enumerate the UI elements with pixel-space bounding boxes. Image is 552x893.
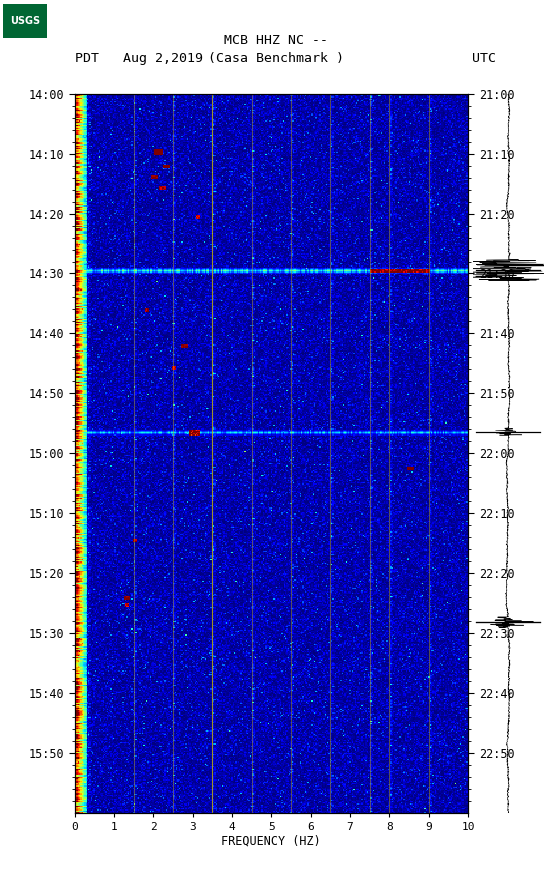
Text: USGS: USGS [10,15,40,26]
X-axis label: FREQUENCY (HZ): FREQUENCY (HZ) [221,834,321,847]
Text: MCB HHZ NC --: MCB HHZ NC -- [224,34,328,46]
Text: UTC: UTC [472,52,496,64]
Text: PDT   Aug 2,2019: PDT Aug 2,2019 [75,52,203,64]
Text: (Casa Benchmark ): (Casa Benchmark ) [208,52,344,64]
